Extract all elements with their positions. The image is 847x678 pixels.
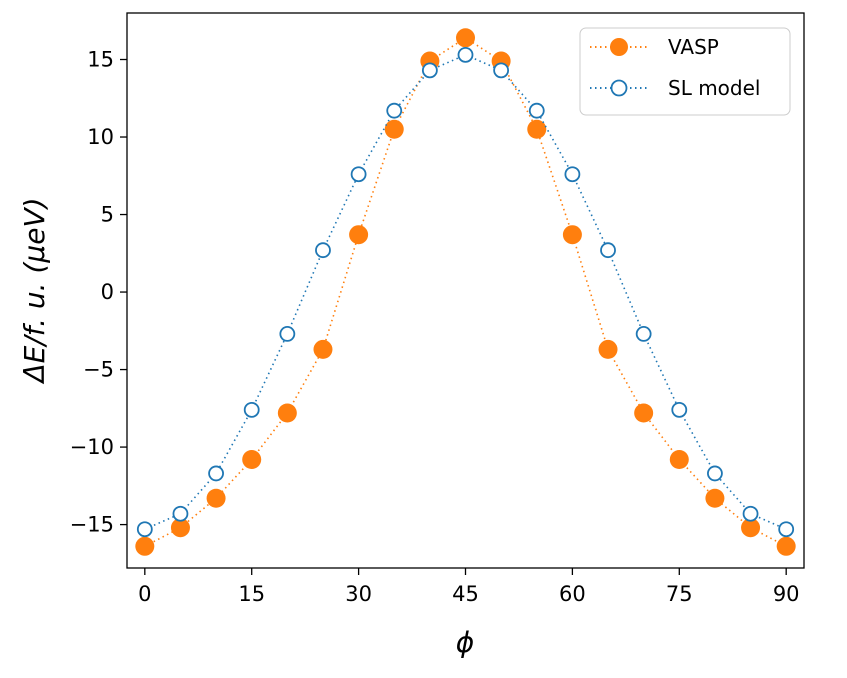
data-point-sl-model bbox=[635, 326, 652, 342]
data-point-vasp bbox=[776, 536, 796, 556]
data-point-sl-model bbox=[671, 401, 688, 418]
data-point-vasp bbox=[170, 518, 190, 538]
y-tick-label: 15 bbox=[87, 48, 114, 72]
legend-vasp-marker bbox=[610, 38, 628, 56]
data-point-vasp bbox=[598, 339, 618, 359]
data-point-vasp bbox=[206, 488, 226, 508]
data-point-sl-model bbox=[172, 505, 189, 522]
legend-sl-model-marker bbox=[610, 79, 628, 97]
x-tick-label: 15 bbox=[238, 582, 265, 606]
data-point-vasp bbox=[669, 449, 689, 469]
series-layer bbox=[135, 28, 796, 556]
x-axis: 0 15 30 45 60 75 90 bbox=[138, 568, 800, 606]
data-point-sl-model bbox=[564, 166, 581, 183]
series-line-sl-model bbox=[144, 53, 787, 530]
data-point-vasp bbox=[456, 28, 475, 48]
x-tick-label: 45 bbox=[452, 582, 479, 606]
data-point-vasp bbox=[634, 403, 654, 423]
data-point-sl-model bbox=[243, 401, 260, 418]
data-point-vasp bbox=[313, 339, 333, 359]
data-point-vasp bbox=[705, 488, 725, 508]
data-point-vasp bbox=[527, 119, 547, 139]
data-point-vasp bbox=[135, 536, 155, 556]
data-point-vasp bbox=[277, 403, 297, 423]
data-point-sl-model bbox=[350, 166, 367, 183]
x-tick-label: 90 bbox=[773, 582, 800, 606]
data-point-sl-model bbox=[421, 62, 438, 79]
data-point-sl-model bbox=[315, 242, 331, 259]
data-point-vasp bbox=[741, 518, 761, 538]
legend-box bbox=[579, 27, 791, 116]
data-point-sl-model bbox=[457, 46, 474, 63]
x-axis-label: ϕ bbox=[456, 626, 474, 659]
data-point-sl-model bbox=[208, 465, 224, 482]
data-point-vasp bbox=[562, 225, 582, 245]
data-point-sl-model bbox=[528, 102, 545, 119]
data-point-sl-model bbox=[386, 102, 403, 119]
data-point-vasp bbox=[242, 449, 262, 469]
y-tick-label: 0 bbox=[101, 280, 114, 304]
y-tick-label: −5 bbox=[83, 358, 114, 382]
data-point-sl-model bbox=[707, 465, 723, 482]
data-point-vasp bbox=[384, 119, 404, 139]
data-point-sl-model bbox=[493, 62, 510, 79]
x-tick-label: 60 bbox=[559, 582, 586, 606]
y-tick-label: −15 bbox=[70, 513, 114, 537]
y-axis: −15 −10 −5 0 5 10 15 bbox=[70, 48, 127, 537]
data-point-sl-model bbox=[742, 505, 759, 522]
x-tick-label: 30 bbox=[345, 582, 372, 606]
y-tick-label: 10 bbox=[87, 125, 114, 149]
y-tick-label: 5 bbox=[101, 203, 114, 227]
data-point-sl-model bbox=[600, 242, 616, 259]
x-tick-label: 0 bbox=[138, 582, 151, 606]
legend-vasp-label: VASP bbox=[668, 35, 719, 59]
data-point-sl-model bbox=[279, 326, 296, 342]
legend-sl-model-label: SL model bbox=[668, 76, 760, 100]
data-point-sl-model bbox=[778, 521, 795, 538]
x-tick-label: 75 bbox=[666, 582, 693, 606]
data-point-sl-model bbox=[136, 521, 153, 538]
data-point-vasp bbox=[349, 225, 369, 245]
legend: VASP SL model bbox=[579, 27, 791, 116]
y-axis-label: ΔE/f. u. (μeV) bbox=[18, 197, 51, 384]
y-tick-label: −10 bbox=[70, 435, 114, 459]
